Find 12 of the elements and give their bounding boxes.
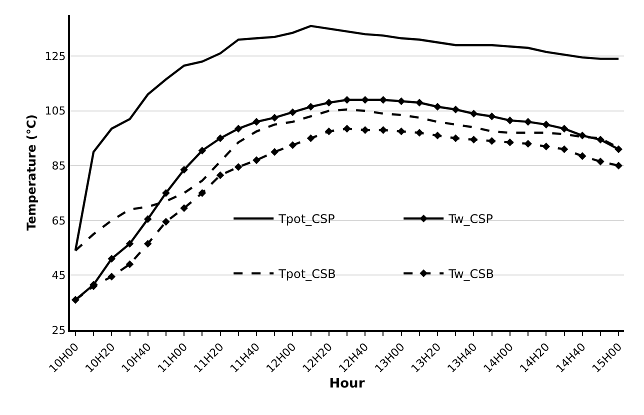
y-tick-label: 125: [44, 50, 66, 63]
y-tick-label: 65: [52, 214, 66, 228]
y-tick-label: 45: [52, 269, 66, 282]
legend-label: Tpot_CSB: [278, 266, 336, 281]
y-tick-label: 85: [52, 160, 66, 172]
y-tick-label: 25: [52, 324, 66, 337]
y-axis-title: Temperature (°C): [24, 114, 39, 231]
x-axis-title: Hour: [329, 376, 366, 392]
legend-label: Tpot_CSP: [278, 212, 335, 226]
legend-label: Tw_CSB: [448, 266, 494, 281]
y-tick-label: 105: [44, 104, 66, 118]
legend-label: Tw_CSP: [448, 212, 493, 226]
